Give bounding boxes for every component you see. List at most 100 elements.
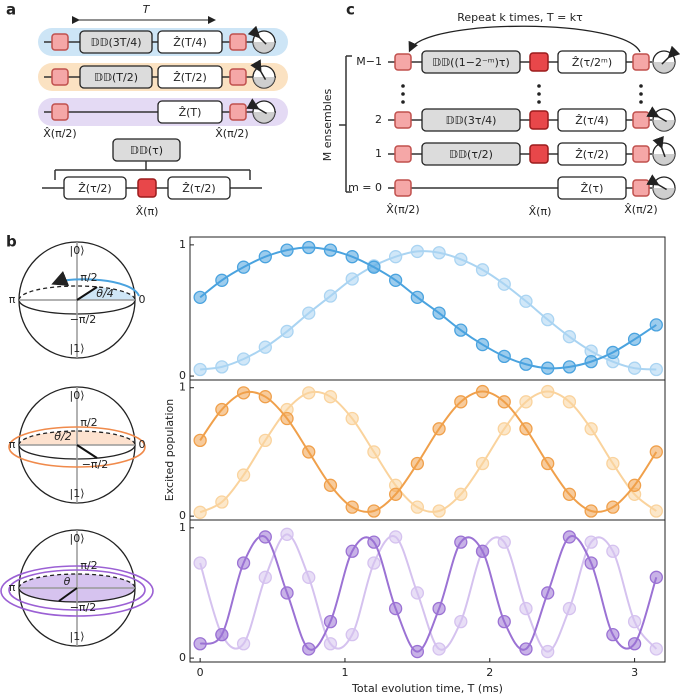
label: −π/2: [70, 601, 97, 614]
data-point: [475, 544, 490, 558]
meter-needle: [250, 59, 267, 80]
data-point: [584, 535, 598, 549]
data-point: [584, 504, 598, 518]
pulse: [51, 33, 69, 51]
fit-line: [199, 533, 658, 653]
data-point: [562, 360, 577, 374]
data-point: [584, 556, 598, 570]
data-point: [280, 243, 294, 257]
data-point: [497, 535, 511, 549]
pulse: [394, 145, 412, 163]
label: π: [9, 438, 16, 451]
pulse: [394, 111, 412, 129]
pulse: [51, 103, 69, 121]
fit-line: [200, 250, 657, 371]
label: |0⟩: [70, 244, 85, 257]
rotation: [0, 565, 154, 617]
data-point: [258, 390, 272, 404]
data-point: [541, 644, 555, 659]
label: Ẑ(T): [179, 106, 202, 119]
label: |1⟩: [70, 630, 85, 643]
ellipsis-dot: [401, 100, 405, 104]
gate: [63, 176, 127, 200]
label: |0⟩: [70, 389, 85, 402]
data-point: [606, 456, 620, 471]
pulse: [632, 179, 650, 197]
label: θ/2: [54, 430, 71, 443]
rotation: [51, 271, 140, 297]
data-point: [193, 505, 207, 519]
gate: [79, 65, 153, 89]
label: 𝔻𝔻(τ/2): [449, 148, 493, 161]
gate: [557, 108, 627, 132]
data-point: [302, 642, 316, 656]
y-tick-label: 1: [179, 521, 186, 534]
data-point: [454, 395, 468, 409]
data-point: [388, 530, 403, 544]
label: X̂(π/2): [43, 127, 76, 140]
data-point: [258, 433, 272, 448]
data-point: [345, 500, 359, 514]
label: M−1: [356, 55, 382, 68]
data-point: [280, 527, 294, 541]
data-point: [410, 244, 425, 259]
data-point: [454, 614, 468, 629]
meter-needle: [246, 98, 267, 115]
data-point: [367, 504, 381, 518]
data-point: [258, 570, 272, 584]
data-point: [519, 395, 533, 409]
label: Ẑ(τ/2): [575, 148, 608, 161]
panel-label: a: [6, 1, 16, 19]
pulse: [229, 68, 247, 86]
data-point: [649, 318, 663, 332]
data-point: [367, 535, 381, 549]
data-point: [519, 294, 533, 308]
y-tick-label: 0: [179, 651, 186, 664]
state-vector: [76, 286, 98, 301]
label: X̂(π/2): [215, 127, 248, 140]
data-point: [519, 642, 533, 656]
data-point: [236, 556, 251, 570]
label: Repeat k times, T = kτ: [457, 11, 583, 24]
data-point: [323, 478, 338, 492]
data-point: [519, 422, 533, 436]
ellipsis-dot: [537, 100, 541, 104]
data-point: [627, 614, 642, 629]
data-point: [302, 445, 316, 459]
ellipsis-dot: [639, 84, 643, 88]
gate: [421, 108, 521, 132]
data-point: [236, 352, 251, 366]
x-tick-label: 0: [197, 666, 204, 679]
data-point: [541, 384, 555, 399]
data-point: [323, 243, 338, 257]
data-point: [302, 240, 316, 255]
repeat-arc: [408, 25, 641, 53]
data-point: [236, 386, 251, 400]
data-point: [606, 345, 620, 360]
data-point: [323, 289, 338, 303]
data-point: [258, 530, 272, 544]
gate: [421, 142, 521, 166]
fit-line: [199, 390, 657, 514]
data-point: [410, 586, 425, 600]
label: X̂(π/2): [624, 203, 657, 216]
state-vector: [76, 444, 98, 459]
data-point: [388, 487, 403, 501]
ellipsis-dot: [401, 92, 405, 96]
data-point: [302, 306, 316, 320]
data-point: [215, 360, 229, 374]
label: π: [9, 293, 16, 306]
pulse: [394, 53, 412, 71]
gate: [557, 176, 627, 200]
data-point: [410, 644, 425, 659]
data-point: [497, 395, 511, 409]
data-point: [193, 556, 207, 570]
meter-needle: [661, 45, 681, 65]
data-point: [388, 273, 403, 287]
data-point: [323, 390, 338, 404]
data-point: [432, 601, 446, 616]
data-point: [649, 642, 663, 656]
data-point: [410, 290, 425, 304]
data-point: [606, 627, 620, 642]
